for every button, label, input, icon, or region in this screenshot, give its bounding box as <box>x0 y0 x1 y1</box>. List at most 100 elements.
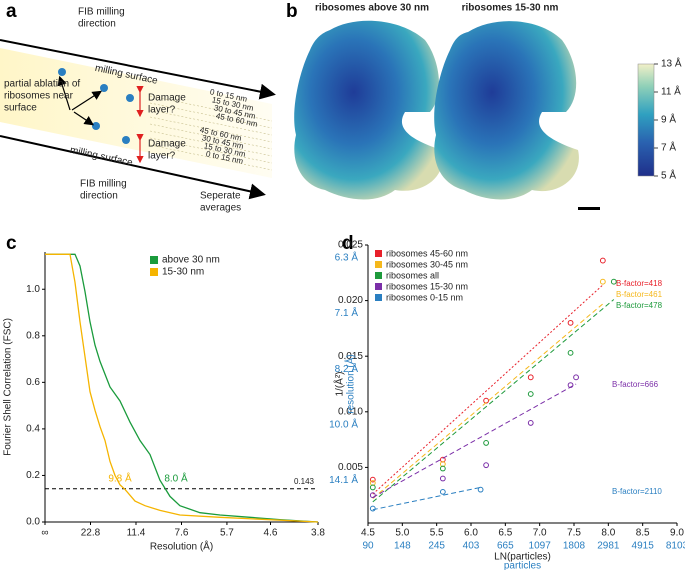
b-factor-label: B-factor=666 <box>612 380 659 389</box>
x-tick-label: 7.0 <box>533 528 547 539</box>
label: Seperate <box>200 191 241 202</box>
data-point <box>483 440 490 446</box>
colorbar-label: 7 Å <box>661 141 676 154</box>
fit-line <box>372 383 577 498</box>
label: Damage <box>148 139 186 150</box>
pointer <box>73 111 94 126</box>
y-tick-label: 0.4 <box>26 424 40 435</box>
colorbar-label: 11 Å <box>661 85 681 98</box>
pointer <box>57 75 71 111</box>
x2-tick-label: 245 <box>428 541 445 552</box>
legend-swatch <box>375 250 382 257</box>
x-tick-label: 8.5 <box>636 528 650 539</box>
x-tick-label: 6.5 <box>498 528 512 539</box>
legend-label: above 30 nm <box>162 255 220 266</box>
data-point <box>610 278 617 285</box>
legend-swatch <box>375 294 382 301</box>
y-tick-label: 1.0 <box>26 284 40 295</box>
x-tick-label: 5.5 <box>430 528 444 539</box>
data-point <box>369 476 376 483</box>
data-point <box>439 475 446 482</box>
y-tick-label: 0.020 <box>338 295 363 306</box>
x-tick-label: 9.0 <box>670 528 684 539</box>
y-tick-label: 0.8 <box>26 330 40 341</box>
b-factor-label: B-factor=2110 <box>612 487 662 496</box>
legend-swatch <box>375 272 382 279</box>
y2-tick-label: 7.1 Å <box>335 306 359 319</box>
data-point <box>369 492 376 499</box>
ribosome-map <box>434 21 579 200</box>
x-tick-label: 4.5 <box>361 528 375 539</box>
fsc-curve <box>45 253 319 523</box>
label: direction <box>78 19 116 30</box>
x2-tick-label: 8103 <box>666 541 685 552</box>
x2-tick-label: 148 <box>394 541 411 552</box>
fib-arrow <box>0 135 266 200</box>
data-point <box>527 391 534 397</box>
x-tick-label: 5.7 <box>220 528 234 539</box>
x2-tick-label: 2981 <box>597 541 620 552</box>
legend-swatch <box>150 256 158 264</box>
colorbar <box>637 63 655 177</box>
fit-line <box>372 486 481 511</box>
data-point <box>573 374 579 381</box>
legend-swatch <box>375 283 382 290</box>
y2-tick-label: 10.0 Å <box>329 417 358 430</box>
map-title: ribosomes above 30 nm <box>315 3 429 14</box>
panel-label: d <box>342 233 354 254</box>
x-tick-label: 22.8 <box>81 528 101 539</box>
label: partial ablation of <box>4 79 80 90</box>
map-title: ribosomes 15-30 nm <box>462 3 559 14</box>
label: ribosomes near <box>4 91 74 102</box>
y2-tick-label: 8.2 Å <box>335 362 359 375</box>
bin-lines <box>149 95 273 171</box>
y2-tick-label: 14.1 Å <box>329 473 358 486</box>
label: layer? <box>148 151 176 162</box>
x-tick-label: 6.0 <box>464 528 478 539</box>
annotation: 9.8 Å <box>108 471 132 484</box>
legend-swatch <box>150 268 158 276</box>
ribosome-map <box>294 20 443 200</box>
data-point <box>527 374 534 381</box>
legend-label: 15-30 nm <box>162 267 204 278</box>
fib-arrow <box>0 39 276 100</box>
x2-tick-label: 1097 <box>529 541 552 552</box>
fit-line <box>372 284 604 495</box>
y-tick-label: 0.2 <box>26 470 40 481</box>
x-tick-label: 8.0 <box>601 528 615 539</box>
x-tick-label: 4.6 <box>264 528 278 539</box>
colorbar-label: 5 Å <box>661 169 676 182</box>
label: direction <box>80 191 118 202</box>
y-tick-label: 0.015 <box>338 351 363 362</box>
x2-tick-label: 403 <box>463 541 480 552</box>
x2-tick-label: 90 <box>362 541 374 552</box>
data-point <box>477 486 484 493</box>
lamella <box>0 48 272 178</box>
maps: ribosomes above 30 nm ribosomes 15-30 nm… <box>294 3 682 210</box>
x-tick-label: 3.8 <box>311 528 325 539</box>
data-point <box>567 349 574 356</box>
label: FIB milling <box>78 7 125 18</box>
annotation: 8.0 Å <box>164 471 188 484</box>
x-tick-label: 7.5 <box>567 528 581 539</box>
b-factor-label: B-factor=478 <box>616 301 663 310</box>
x-tick-label: 7.6 <box>175 528 189 539</box>
pointer <box>71 90 103 111</box>
y2-tick-label: 6.3 Å <box>335 251 359 264</box>
label: layer? <box>148 105 176 116</box>
legend-label: ribosomes 45-60 nm <box>386 248 468 258</box>
data-point <box>439 465 446 472</box>
b-factor-label: B-factor=418 <box>616 279 663 288</box>
y-axis-label: 1/(Å²) <box>333 372 346 397</box>
diagram: FIB milling direction FIB milling direct… <box>0 7 276 214</box>
threshold-label: 0.143 <box>294 477 315 486</box>
y-tick-label: 0.0 <box>26 517 40 528</box>
legend-label: ribosomes 15-30 nm <box>386 281 468 291</box>
colorbar-label: 13 Å <box>661 57 682 70</box>
x2-tick-label: 665 <box>497 541 514 552</box>
b-factor-label: B-factor=461 <box>616 290 663 299</box>
x-tick-label: 5.0 <box>395 528 409 539</box>
data-point <box>599 257 606 264</box>
data-point <box>567 382 574 389</box>
